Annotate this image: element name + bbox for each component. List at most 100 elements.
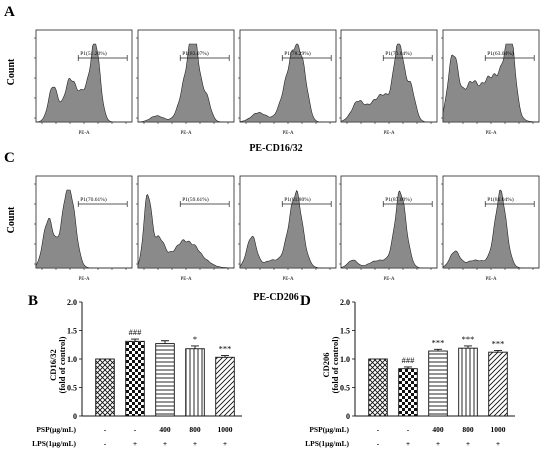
- c-gate-marker: [179, 201, 230, 207]
- c-axis-name: PE-A: [180, 277, 192, 282]
- d-y-tick-label: 1.5: [340, 327, 350, 336]
- b-y-tick-label: 1.0: [67, 355, 77, 364]
- d-y-tick-label: 2.0: [340, 298, 350, 307]
- d-y-tick-label: 0: [346, 412, 350, 421]
- b-y-label: CD16/32: [48, 349, 58, 381]
- b-significance-5: ***: [219, 344, 232, 354]
- b-lps-value-5: +: [223, 439, 227, 448]
- c-histogram-frame: [340, 175, 438, 269]
- c-histogram-area: [340, 190, 437, 269]
- c-histogram-5: P1(81.04%) PE-A: [441, 175, 540, 282]
- c-gate-label: P1(70.61%): [80, 196, 107, 203]
- a-gate-label: P1(78.29%): [284, 50, 311, 57]
- c-histogram-area: [239, 189, 336, 269]
- b-lps-value-3: +: [163, 439, 167, 448]
- c-gate-marker: [484, 201, 535, 207]
- b-psp-value-1: -: [104, 425, 107, 434]
- d-psp-value-4: 800: [462, 425, 474, 434]
- d-lps-value-5: +: [496, 439, 500, 448]
- d-y-tick-label: 0.5: [340, 384, 350, 393]
- b-psp-value-4: 800: [189, 425, 201, 434]
- c-histogram-1: P1(70.61%) PE-A: [34, 175, 133, 282]
- c-histogram-area: [137, 193, 235, 269]
- d-y-tick-label: 1.0: [340, 355, 350, 364]
- b-bar-3: [155, 343, 175, 417]
- a-histogram-1: P1(51.20%) PE-A: [34, 29, 133, 136]
- a-gate-marker: [382, 55, 433, 61]
- a-histogram-3: P1(78.29%) PE-A: [238, 29, 337, 136]
- d-significance-4: ***: [462, 334, 475, 344]
- d-psp-value-1: -: [377, 425, 380, 434]
- a-axis-name: PE-A: [180, 131, 192, 136]
- row-c-histograms: P1(70.61%) PE-A P1(59.61%) PE-A P1(81.80%) PE…: [34, 175, 540, 282]
- b-y-tick-label: 2.0: [67, 298, 77, 307]
- a-histogram-5: P1(63.04%) PE-A: [441, 29, 540, 136]
- row-a-x-title: PE-CD16/32: [249, 143, 302, 154]
- b-error-bar-3: [161, 340, 169, 344]
- b-significance-4: *: [193, 334, 197, 344]
- a-gate-marker: [281, 55, 332, 61]
- bar-chart-cd206: 0 0.5 1.0 1.5 2.0 CD206 (fold of control) - - ###…: [305, 298, 515, 448]
- d-error-bar-4: [464, 345, 472, 349]
- d-lps-value-2: +: [406, 439, 410, 448]
- b-y-tick-label: 1.5: [67, 327, 77, 336]
- d-bar-4: [458, 347, 478, 417]
- row-c-count-label: Count: [6, 206, 17, 233]
- d-psp-label: PSP(μg/mL): [309, 425, 349, 434]
- a-histogram-4: P1(73.04%) PE-A: [339, 29, 438, 136]
- b-bar-2: [125, 340, 145, 417]
- a-histogram-area: [239, 43, 336, 123]
- c-axis-name: PE-A: [78, 277, 90, 282]
- c-gate-label: P1(59.61%): [182, 196, 209, 203]
- a-histogram-area: [137, 43, 234, 123]
- c-histogram-area: [442, 189, 539, 269]
- a-axis-name: PE-A: [78, 131, 90, 136]
- a-histogram-area: [35, 43, 132, 123]
- d-error-bar-2: [404, 366, 412, 369]
- b-error-bar-5: [221, 355, 229, 358]
- a-gate-label: P1(83.07%): [182, 50, 209, 57]
- d-lps-label: LPS(1μg/mL): [305, 439, 349, 448]
- b-lps-value-4: +: [193, 439, 197, 448]
- d-error-bar-3: [434, 348, 442, 352]
- a-gate-marker: [77, 55, 128, 61]
- panel-letter-d: D: [300, 293, 311, 309]
- d-significance-5: ***: [492, 338, 505, 348]
- bar-chart-cd16-32: 0 0.5 1.0 1.5 2.0 CD16/32 (fold of control) - - #…: [32, 298, 242, 448]
- d-psp-value-5: 1000: [491, 425, 506, 434]
- a-histogram-area: [340, 43, 437, 123]
- c-gate-label: P1(87.00%): [385, 196, 412, 203]
- a-axis-name: PE-A: [485, 131, 497, 136]
- d-error-bar-5: [494, 350, 502, 353]
- c-histogram-2: P1(59.61%) PE-A: [136, 175, 235, 282]
- panel-letter-b: B: [28, 293, 38, 309]
- d-bar-1: [368, 358, 388, 417]
- d-bar-2: [398, 368, 418, 417]
- panel-letter-a: A: [4, 4, 15, 20]
- c-gate-label: P1(81.80%): [284, 196, 311, 203]
- b-error-bar-2: [131, 338, 139, 342]
- a-axis-name: PE-A: [282, 131, 294, 136]
- a-histogram-area: [442, 43, 540, 123]
- b-lps-label: LPS(1μg/mL): [32, 439, 76, 448]
- c-histogram-4: P1(87.00%) PE-A: [339, 175, 438, 282]
- row-c-x-title: PE-CD206: [253, 292, 299, 303]
- d-lps-value-3: +: [436, 439, 440, 448]
- b-psp-label: PSP(μg/mL): [36, 425, 76, 434]
- d-significance-3: ***: [432, 337, 445, 347]
- c-axis-name: PE-A: [485, 277, 497, 282]
- c-histogram-3: P1(81.80%) PE-A: [238, 175, 337, 282]
- c-gate-marker: [281, 201, 332, 207]
- a-gate-label: P1(73.04%): [385, 50, 412, 57]
- b-bar-1: [95, 358, 115, 417]
- b-psp-value-3: 400: [159, 425, 171, 434]
- d-psp-value-2: -: [407, 425, 410, 434]
- c-histogram-area: [35, 189, 132, 269]
- d-significance-2: ###: [402, 355, 416, 365]
- a-axis-name: PE-A: [383, 131, 395, 136]
- a-histogram-2: P1(83.07%) PE-A: [136, 29, 235, 136]
- c-axis-name: PE-A: [282, 277, 294, 282]
- c-gate-label: P1(81.04%): [487, 196, 514, 203]
- b-significance-2: ###: [129, 327, 143, 337]
